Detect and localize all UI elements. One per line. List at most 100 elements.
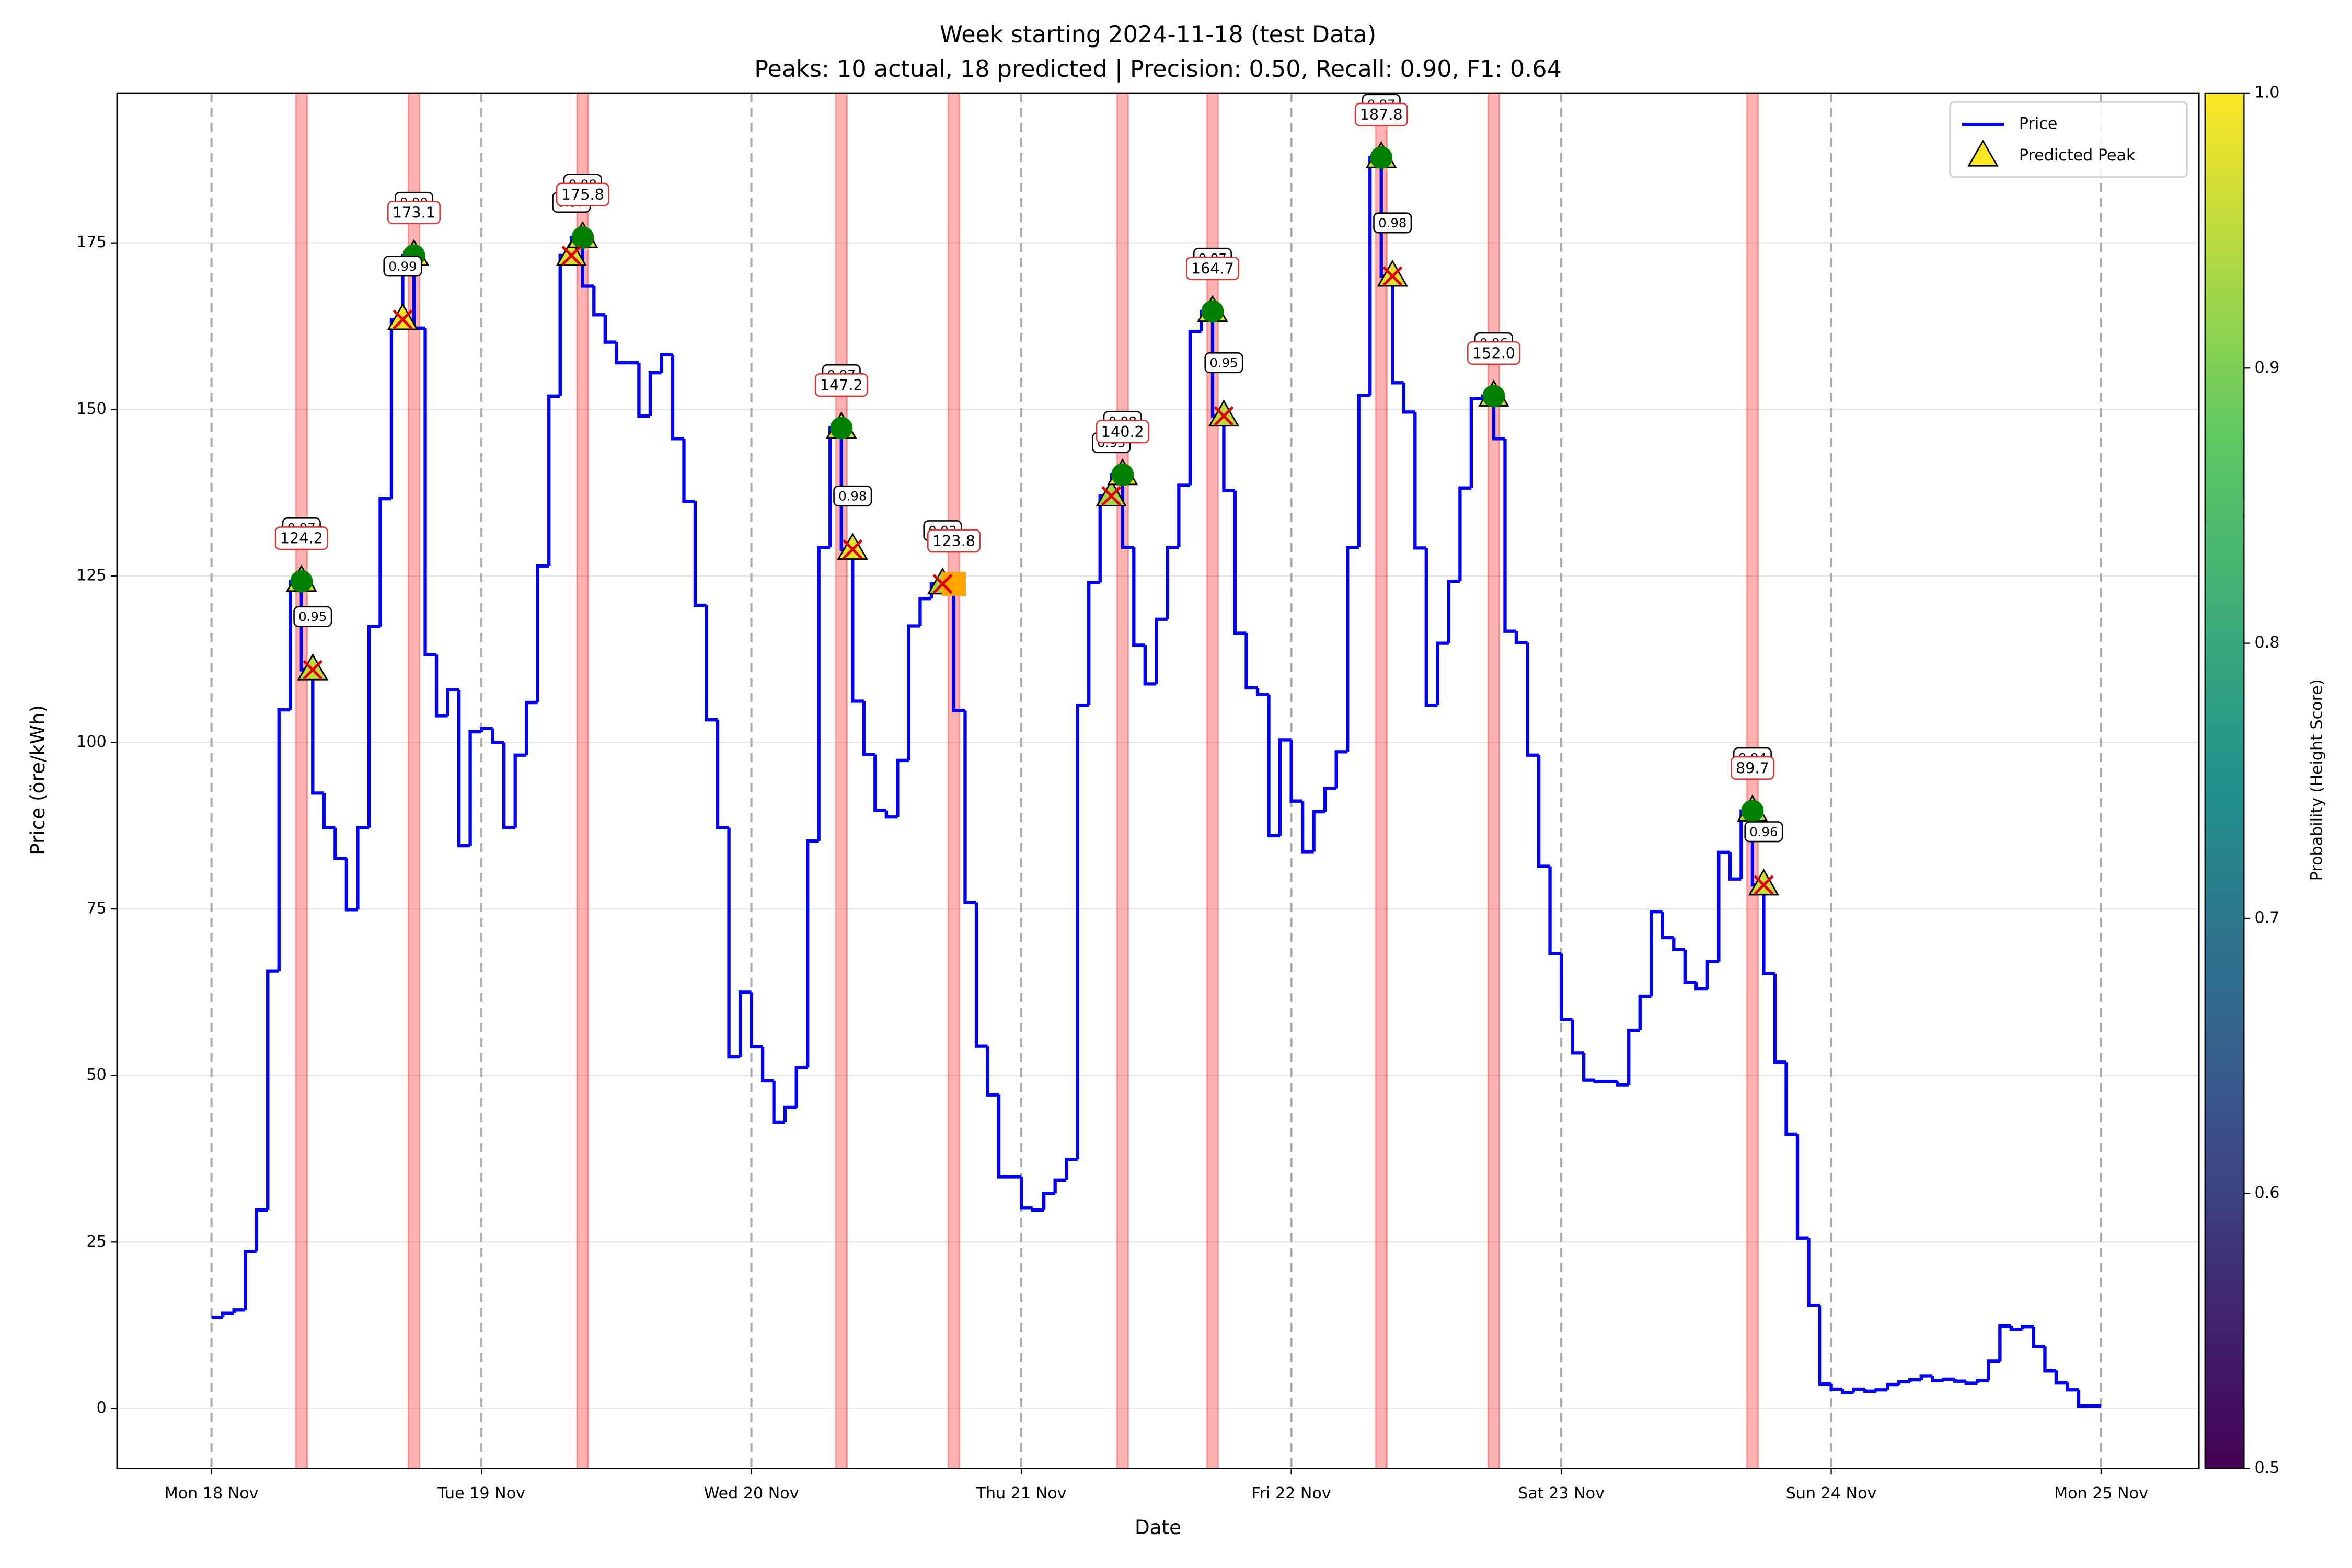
price-step [1908,1378,1921,1382]
price-step [255,1208,268,1252]
peak-value-label-group: 124.2 [274,526,328,550]
predicted-peak [1208,399,1240,427]
price-step [1424,548,1438,707]
price-step [1964,1381,1978,1385]
legend-label: Predicted Peak [2019,146,2136,165]
price-step [1323,787,1336,812]
plot-frame [116,92,2200,1469]
peak-value-label-group: 175.8 [556,182,609,206]
peak-value-label-group: 187.8 [1354,102,1408,126]
price-step [592,286,605,317]
price-step [1582,1053,1595,1082]
price-step [1402,383,1415,414]
colorbar-tick-label: 0.7 [2254,908,2279,927]
price-step [1762,885,1775,975]
price-step [1413,412,1426,550]
actual-peak [290,570,313,593]
price-step [1031,1208,1044,1212]
probability-label: 0.99 [388,259,417,274]
x-tick-label: Wed 20 Nov [704,1484,799,1503]
peak-value-label-group: 123.8 [927,529,981,553]
price-step [862,701,875,756]
peak-value-label: 173.1 [393,204,435,222]
price-step [1458,486,1471,582]
price-step [378,497,391,627]
price-step [1616,1081,1629,1087]
peak-value-label-group: 147.2 [814,373,868,397]
price-step [457,689,470,848]
price-step [547,394,560,566]
predicted-peak [1096,479,1127,507]
price-step [1829,1383,1843,1391]
actual-peak [571,226,594,249]
price-step [1357,394,1370,548]
price-step [1919,1374,1933,1380]
price-step [2054,1370,2068,1385]
actual-peak [830,417,853,440]
price-step [1897,1380,1910,1385]
colorbar-tick-label: 0.9 [2254,359,2279,377]
peak-value-label-group: 140.2 [1096,420,1149,444]
peak-value-label: 140.2 [1101,423,1144,441]
probability-label-box [1373,212,1412,234]
false-positive-cross [843,539,863,559]
price-step [1087,581,1100,706]
false-positive-cross [393,309,413,330]
price-step [536,564,549,703]
price-step [1840,1389,1854,1394]
peak-band [407,93,421,1469]
price-step [1548,866,1562,955]
price-step [1976,1379,1989,1383]
price-step [705,605,718,722]
false-positive-cross [1214,406,1234,426]
price-step [1042,1192,1055,1210]
probability-label: 0.98 [1378,215,1406,230]
probability-label-group: 0.95 [1204,352,1243,374]
probability-label-group: 0.98 [833,485,872,507]
price-step [794,1066,808,1108]
price-step [311,670,324,795]
x-tick-label: Thu 21 Nov [976,1484,1067,1503]
price-step [266,969,279,1210]
price-step [244,1250,257,1310]
price-step [1526,642,1539,757]
predicted-peak [1377,259,1409,287]
peak-value-label-box [927,529,981,553]
price-step [1469,397,1483,488]
price-step [974,902,988,1048]
legend-box [1949,101,2188,178]
price-step [986,1046,999,1097]
price-step [873,754,886,812]
price-step [1998,1324,2011,1362]
colorbar-tick-label: 1.0 [2254,83,2279,101]
actual-peak [1741,800,1764,823]
actual-peak [1370,146,1393,169]
x-tick-label: Sun 24 Nov [1786,1484,1877,1503]
price-step [1278,738,1292,836]
peak-value-label: 152.0 [1472,344,1515,362]
x-tick-label: Tue 19 Nov [437,1484,525,1503]
price-step [1852,1387,1865,1393]
probability-label-group: 0.95 [293,606,332,627]
peak-value-label: 124.2 [280,529,323,547]
price-step [1818,1305,1831,1386]
peak-value-label-group: 173.1 [387,200,441,225]
peak-value-label: 89.7 [1736,759,1769,777]
price-step [772,1080,786,1124]
peak-value-label: 187.8 [1360,106,1403,123]
price-step [479,727,493,732]
price-step [1233,490,1247,635]
peak-value-label-group: 152.0 [1467,341,1520,365]
x-tick-label: Fri 22 Nov [1251,1484,1331,1503]
price-step [2043,1346,2056,1373]
peak-value-label: 164.7 [1191,260,1234,278]
price-step [1346,545,1359,752]
price-step [1334,750,1348,789]
x-tick-label: Sat 23 Nov [1518,1484,1605,1503]
price-step [1436,641,1449,706]
price-step [1795,1134,1809,1240]
price-step [513,753,527,828]
y-tick-label: 25 [86,1232,106,1251]
